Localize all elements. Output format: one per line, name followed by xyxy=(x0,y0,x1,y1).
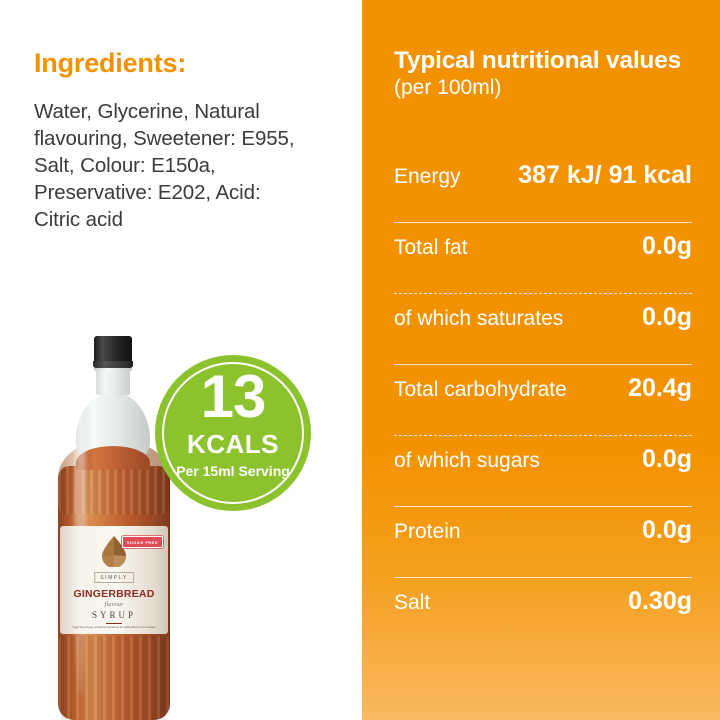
bottle-syrup-level xyxy=(76,446,150,470)
nutrition-row-label: of which saturates xyxy=(394,307,564,330)
nutrition-row-label: Protein xyxy=(394,520,461,543)
ingredients-heading: Ingredients: xyxy=(34,48,187,78)
nutrition-row-value: 20.4g xyxy=(628,374,692,402)
syrup-bottle-image: SIMPLY GINGERBREAD flavour SYRUP Sugar F… xyxy=(52,336,178,720)
nutrition-row: Total carbohydrate 20.4g xyxy=(394,365,692,436)
nutrition-row-separator xyxy=(394,435,692,436)
label-fine-print: Sugar Free Syrup, containing Sweetener f… xyxy=(72,626,156,629)
bottle-cap-ring xyxy=(93,361,133,368)
nutrition-row-label: Total carbohydrate xyxy=(394,378,567,401)
nutrition-row: Total fat 0.0g xyxy=(394,223,692,294)
nutrition-row-label: Total fat xyxy=(394,236,468,259)
nutrition-panel: Typical nutritional values (per 100ml) E… xyxy=(362,0,720,720)
nutrition-row-separator xyxy=(394,293,692,294)
nutrition-row-value: 0.0g xyxy=(641,516,692,544)
nutrition-row: Energy 387 kJ/ 91 kcal xyxy=(394,152,692,223)
calorie-badge: 13 KCALS Per 15ml Serving xyxy=(155,355,311,511)
calorie-badge-unit: KCALS xyxy=(186,429,280,459)
nutrition-row: Protein 0.0g xyxy=(394,507,692,578)
bottle-label: SIMPLY GINGERBREAD flavour SYRUP Sugar F… xyxy=(60,526,168,634)
nutrition-row: of which saturates 0.0g xyxy=(394,294,692,365)
nutrition-title: Typical nutritional values xyxy=(394,47,682,74)
ingredients-panel: Ingredients: Water, Glycerine, Natural f… xyxy=(34,48,311,720)
nutrition-row-separator xyxy=(394,577,692,578)
calorie-badge-number: 13 xyxy=(200,363,267,430)
nutrition-subtitle: (per 100ml) xyxy=(394,76,502,99)
nutrition-row-label: Energy xyxy=(394,165,461,188)
bottle-cap xyxy=(94,336,132,363)
bottle-neck xyxy=(96,367,130,395)
nutrition-row-value: 0.0g xyxy=(641,303,692,331)
droplet-logo-icon xyxy=(102,536,126,567)
label-flavour-word: flavour xyxy=(104,601,124,608)
nutrition-row-label: Salt xyxy=(394,591,431,614)
nutrition-row: Salt 0.30g xyxy=(394,578,692,649)
nutrition-row-value: 0.0g xyxy=(641,232,692,260)
ingredients-text: Water, Glycerine, Natural flavouring, Sw… xyxy=(34,100,295,231)
nutrition-row-label: of which sugars xyxy=(394,449,540,472)
nutrition-row-value: 0.30g xyxy=(628,587,692,615)
nutrition-table: Energy 387 kJ/ 91 kcal Total fat 0.0g of whi… xyxy=(394,152,692,649)
label-brand: SIMPLY xyxy=(94,572,134,583)
label-product-type: SYRUP xyxy=(91,610,137,620)
nutrition-row-value: 387 kJ/ 91 kcal xyxy=(518,161,692,189)
nutrition-row-separator xyxy=(394,222,692,223)
nutrition-row: of which sugars 0.0g xyxy=(394,436,692,507)
nutrition-row-separator xyxy=(394,506,692,507)
label-divider xyxy=(106,623,122,624)
sugar-free-badge: SUGAR FREE xyxy=(121,536,163,548)
label-flavour-name: GINGERBREAD xyxy=(73,588,155,600)
bottle-neck-ring xyxy=(94,366,132,371)
calorie-badge-serving: Per 15ml Serving xyxy=(176,463,290,479)
nutrition-row-value: 0.0g xyxy=(641,445,692,473)
nutrition-row-separator xyxy=(394,364,692,365)
